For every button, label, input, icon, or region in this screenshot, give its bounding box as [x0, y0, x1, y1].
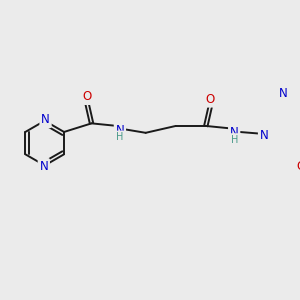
Text: O: O: [296, 160, 300, 173]
Text: H: H: [230, 135, 238, 145]
Text: O: O: [206, 93, 215, 106]
Text: H: H: [116, 132, 124, 142]
Text: N: N: [116, 124, 124, 137]
Text: N: N: [279, 87, 287, 100]
Text: N: N: [230, 126, 239, 139]
Text: O: O: [82, 90, 92, 103]
Text: N: N: [41, 113, 50, 126]
Text: N: N: [40, 160, 48, 173]
Text: N: N: [260, 129, 268, 142]
